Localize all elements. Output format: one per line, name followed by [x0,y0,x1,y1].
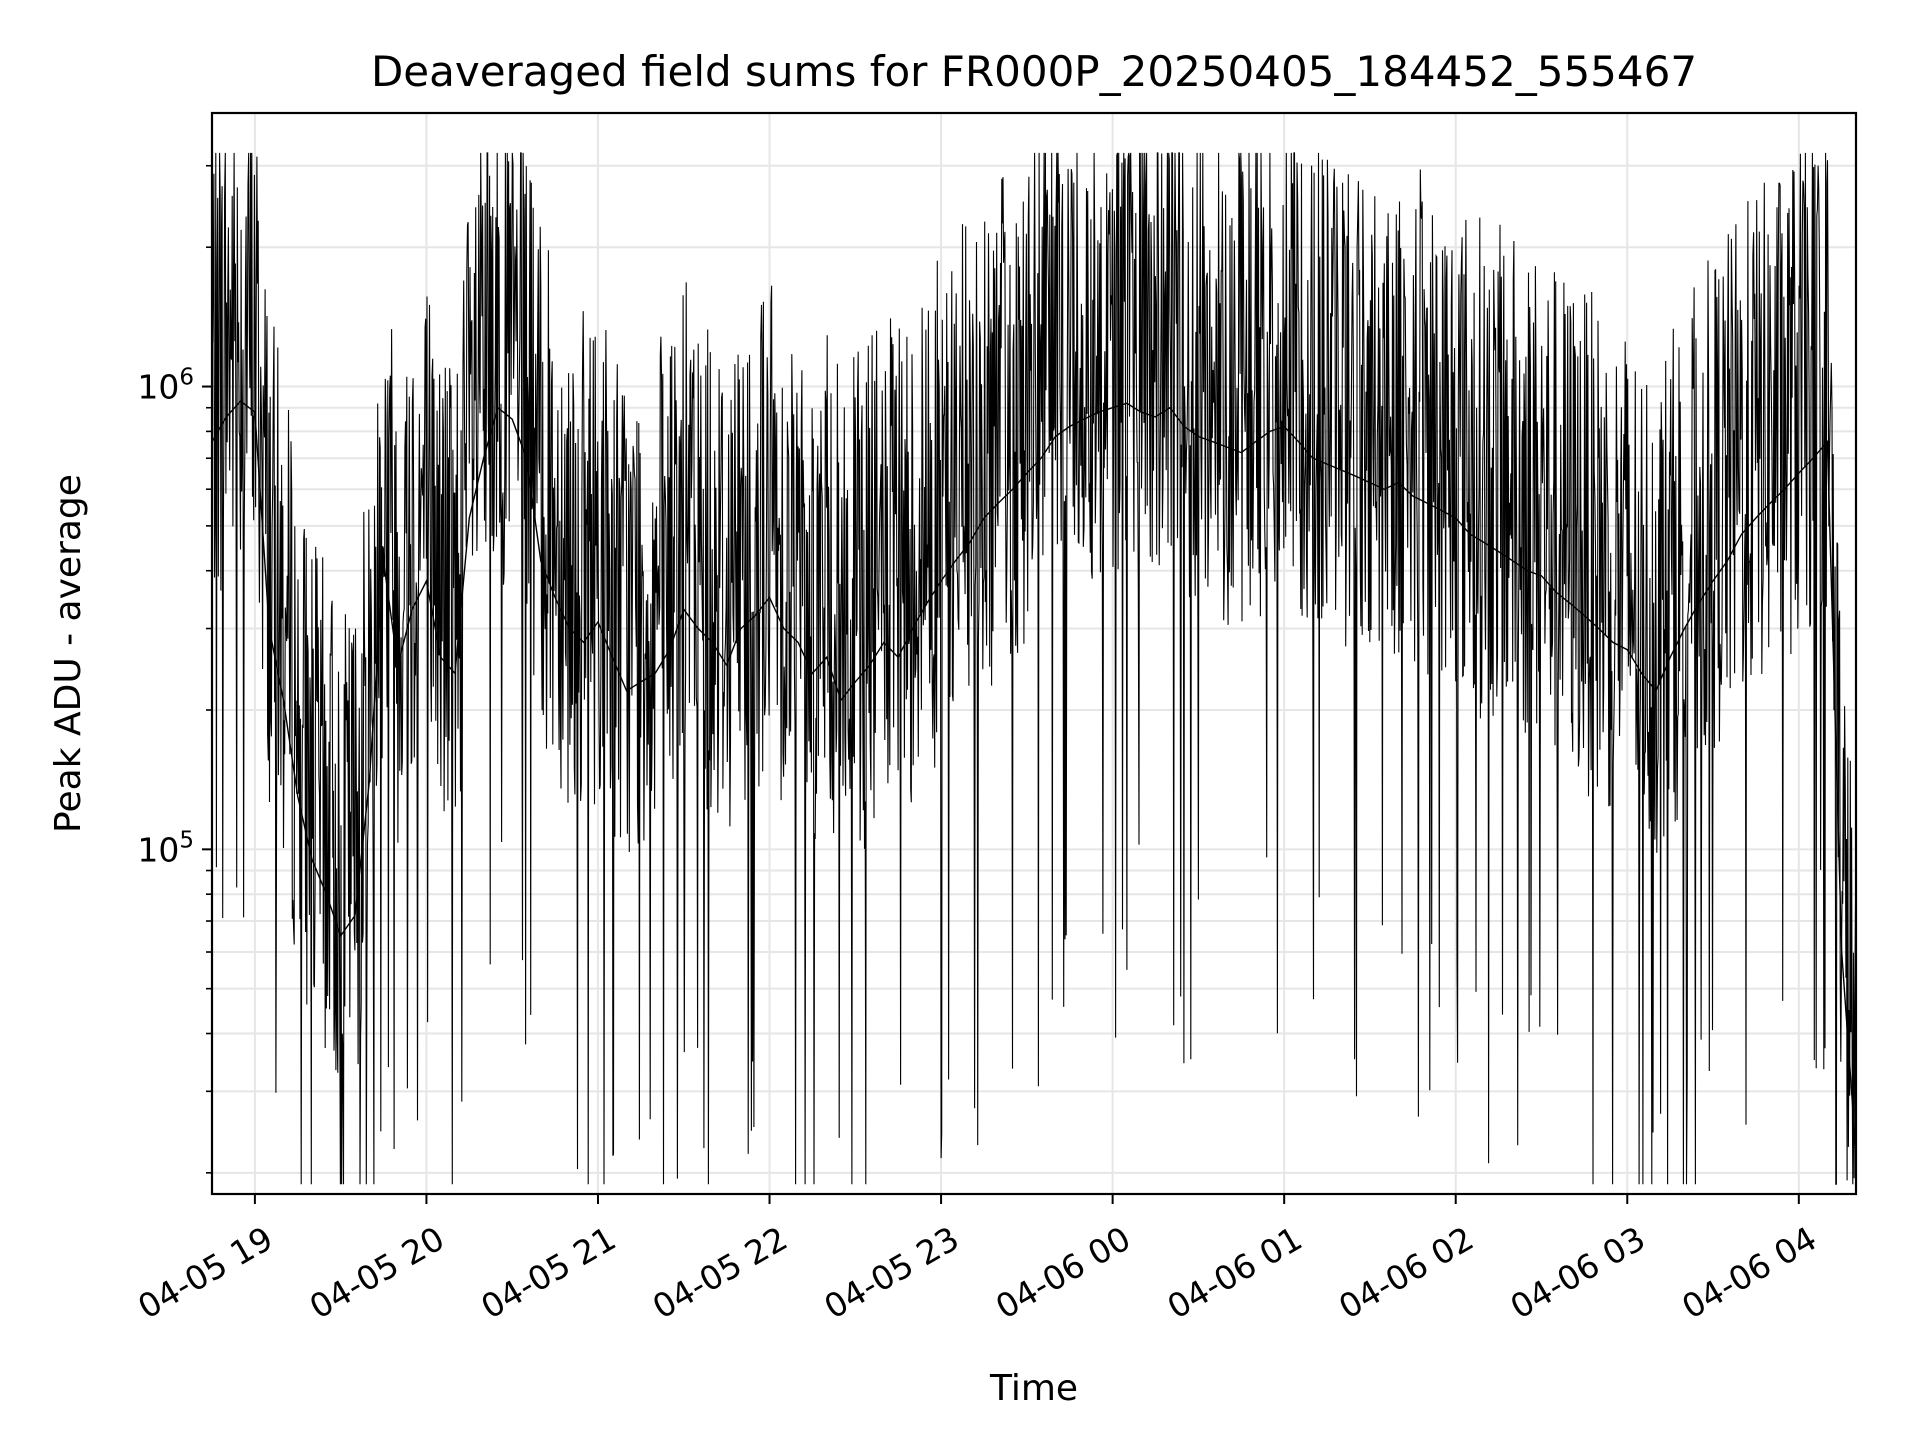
plot-area [211,152,1857,1185]
y-axis-title: Peak ADU - average [48,474,89,833]
y-tick-label: 105 [137,827,194,869]
chart-title: Deaveraged field sums for FR000P_2025040… [371,47,1697,96]
x-axis-title: Time [989,1368,1078,1409]
plot-frame [210,111,1858,1196]
y-tick-label: 106 [137,365,194,407]
series-trace [211,152,1857,1185]
